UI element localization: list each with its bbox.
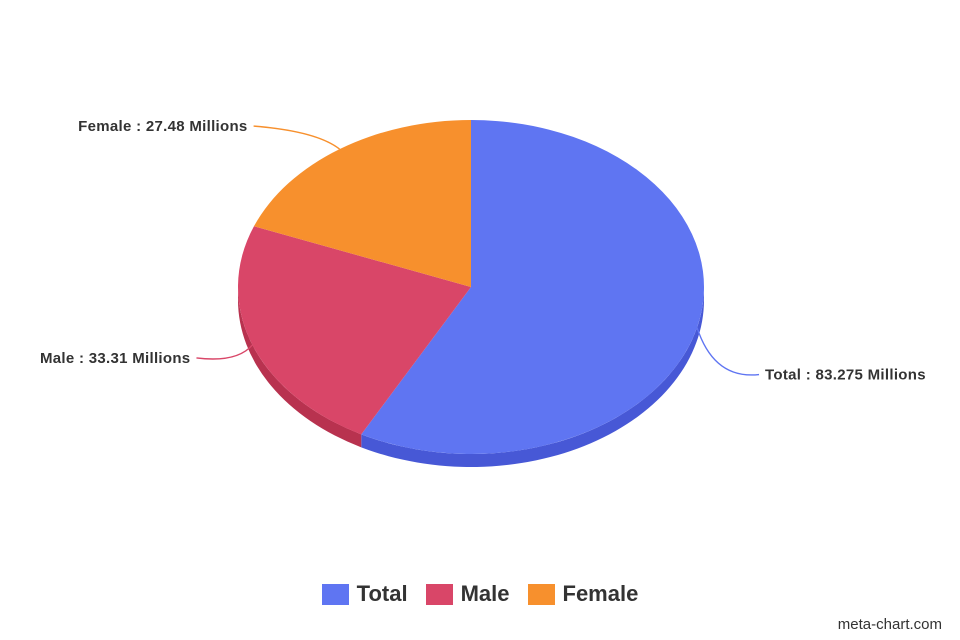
legend-swatch-female	[527, 583, 555, 605]
label-connectors	[196, 125, 760, 376]
pie-slice-female[interactable]	[253, 119, 471, 287]
legend-label-male: Male	[460, 581, 510, 606]
label-connector-male	[196, 344, 253, 360]
legend-label-female: Female	[562, 581, 639, 606]
credit-text[interactable]: meta-chart.com	[837, 616, 942, 633]
slice-sides	[238, 287, 704, 467]
slice-tops	[237, 119, 704, 454]
pie-slice-side-total	[361, 287, 704, 467]
slice-labels: Total : 83.275 Millions Male : 33.31 Mill…	[40, 118, 926, 383]
slice-label-total: Total : 83.275 Millions	[765, 367, 926, 384]
legend-item-male[interactable]: Male	[425, 581, 510, 607]
slice-label-female: Female : 27.48 Millions	[78, 118, 247, 135]
pie-slice-side-male	[238, 287, 362, 448]
legend-swatch-total	[321, 583, 349, 605]
pie-slice-male[interactable]	[237, 226, 471, 435]
legend-swatch-male	[425, 583, 453, 605]
legend-item-female[interactable]: Female	[527, 581, 639, 607]
label-connector-female	[253, 125, 341, 150]
legend-label-total: Total	[356, 581, 408, 606]
pie-slice-total[interactable]	[361, 120, 704, 454]
label-connector-total	[696, 327, 760, 376]
legend-item-total[interactable]: Total	[321, 581, 408, 607]
legend: Total Male Female	[0, 581, 960, 607]
slice-label-male: Male : 33.31 Millions	[40, 350, 191, 367]
